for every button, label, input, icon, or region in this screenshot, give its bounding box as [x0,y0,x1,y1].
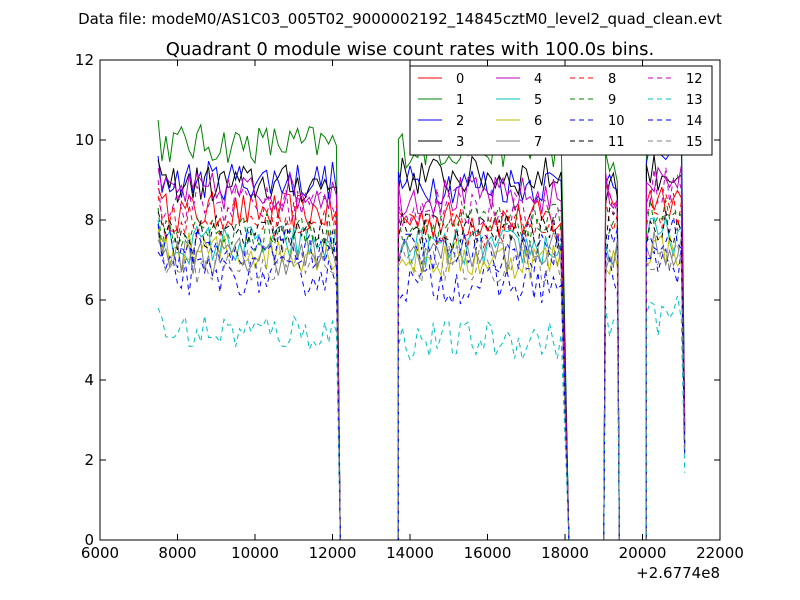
y-tick-label: 12 [75,51,94,69]
legend-label-6: 6 [534,114,542,129]
legend-label-4: 4 [534,72,542,87]
legend-label-2: 2 [456,114,464,129]
legend-box [409,65,713,156]
x-tick-label: 14000 [386,544,434,562]
y-tick-label: 6 [84,291,94,309]
legend-label-12: 12 [686,72,703,87]
x-tick-label: 18000 [541,544,589,562]
legend-label-11: 11 [608,135,625,150]
legend-label-10: 10 [608,114,625,129]
y-tick-label: 2 [84,451,94,469]
y-tick-label: 4 [84,371,94,389]
legend-label-15: 15 [686,135,703,150]
series-line-15 [157,239,686,540]
axes: 6000 8000 10000 12000 14000 16000 18000 20000 22… [75,51,744,562]
y-tick-label: 0 [84,531,94,549]
x-tick-label: 8000 [158,544,196,562]
legend-label-9: 9 [608,93,616,108]
y-tick-label: 8 [84,211,94,229]
chart-supertitle: Data file: modeM0/AS1C03_005T02_90000021… [78,10,722,29]
legend-label-8: 8 [608,72,616,87]
y-tick-label: 10 [75,131,94,149]
chart-title: Quadrant 0 module wise count rates with … [166,39,655,60]
legend-label-7: 7 [534,135,542,150]
legend-label-5: 5 [534,93,542,108]
legend-label-13: 13 [686,93,703,108]
legend-label-1: 1 [456,93,464,108]
legend-label-14: 14 [686,114,703,129]
x-tick-label: 22000 [696,544,744,562]
x-tick-label: 20000 [619,544,667,562]
x-tick-label: 10000 [231,544,279,562]
legend-label-0: 0 [456,72,464,87]
series-line-11 [157,206,686,540]
x-tick-label: 6000 [81,544,119,562]
x-offset-label: +2.6774e8 [636,564,720,582]
x-tick-label: 16000 [464,544,512,562]
legend-label-3: 3 [456,135,464,150]
x-tick-label: 12000 [309,544,357,562]
series-line-8 [157,192,686,540]
plot-lines [157,106,686,540]
series-line-9 [157,199,686,540]
series-line-13 [157,295,686,540]
